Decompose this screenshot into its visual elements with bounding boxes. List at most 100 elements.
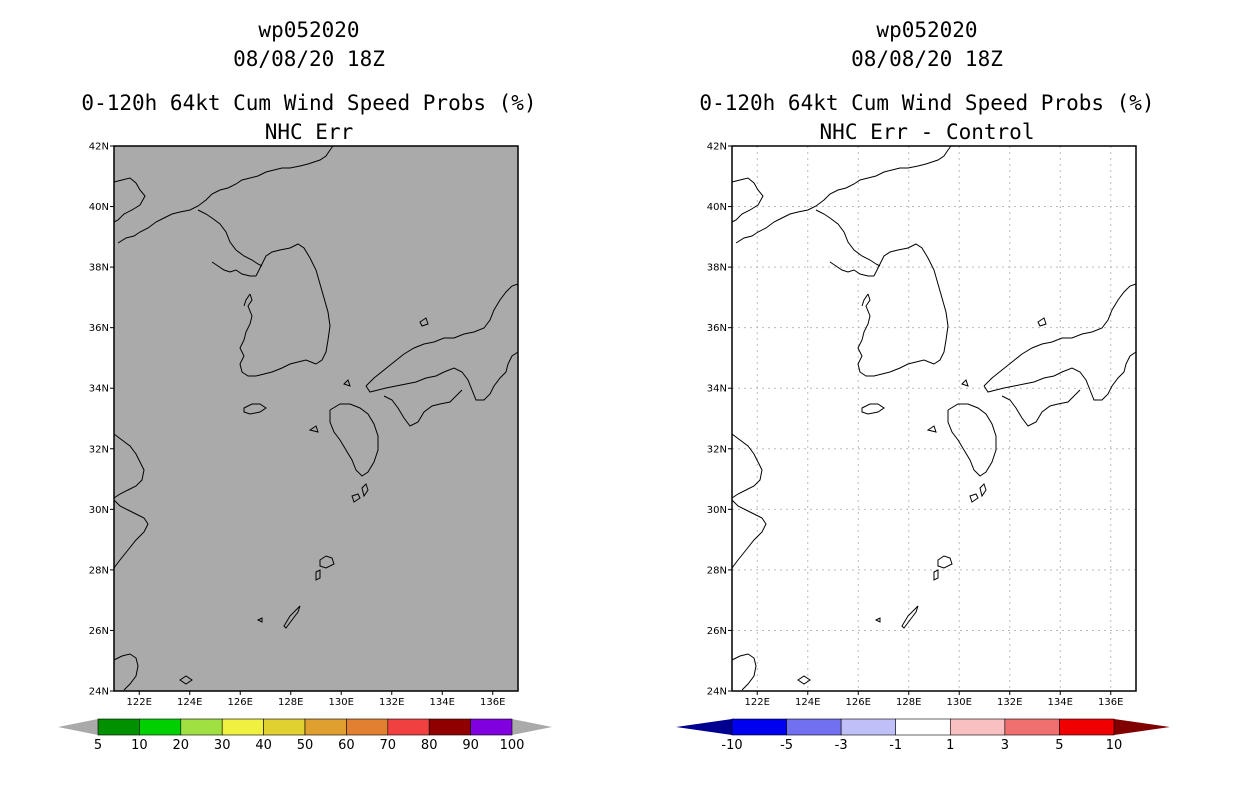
lon-label: 124E [177,697,202,708]
storm-id: wp052020 [258,18,360,42]
lat-label: 26N [89,626,109,637]
coastline [857,293,935,377]
lat-label: 30N [707,505,727,516]
colorbar: -10 -5 -3 -1 1 3 5 10 [676,718,1170,753]
map-and-colorbar-left: 42N 40N 38N 36N 34N 32N 30N 28N 26N 24N 122E 124E 12… [58,142,552,753]
colorbar-bin [840,718,897,736]
colorbar-label: 40 [255,738,272,753]
panel-nhc-err-control: wp052020 08/08/20 18Z 0-120h 64kt Cum Wi… [618,0,1236,800]
coastline [735,145,952,244]
map-background [114,146,518,691]
colorbar-bin [139,718,182,736]
coastline [283,605,301,629]
colorbar-bin [387,718,430,736]
colorbar-bin [949,718,1006,736]
coastline [343,379,351,387]
coastline [731,433,763,499]
colorbar-bin [180,718,223,736]
coastline [308,425,319,433]
map-border [731,145,1137,692]
colorbar-bin [1004,718,1060,736]
coastline [933,569,939,581]
product-title: 0-120h 64kt Cum Wind Speed Probs (%) [81,91,537,115]
lat-label: 28N [707,565,727,576]
coastline [961,379,969,387]
lon-label: 128E [278,697,303,708]
coastline [361,483,369,498]
colorbar-label: 10 [1106,738,1123,753]
colorbar-label: 60 [338,738,355,753]
map-frame: 42N 40N 38N 36N 34N 32N 30N 28N 26N 24N 122E 124E 12… [89,142,519,708]
colorbar-bin [470,718,513,736]
coastline [239,293,317,377]
forecast-time: 08/08/20 18Z [851,47,1003,71]
lat-label: 42N [707,142,727,153]
coastline [873,243,949,365]
coastline [983,283,1137,387]
coastline [179,675,193,685]
lat-label: 32N [89,444,109,455]
coastline [113,177,146,223]
coastline [243,403,267,415]
lat-label: 36N [707,323,727,334]
lon-label: 130E [947,697,972,708]
product-subtitle: NHC Err [264,120,354,144]
coastline [1001,389,1081,427]
colorbar-bin [221,718,264,736]
coastline [983,351,1137,401]
colorbar-label: -3 [835,738,848,753]
lon-label: 132E [379,697,404,708]
colorbar-label: 30 [214,738,231,753]
coastline [113,433,145,499]
product-subtitle: NHC Err - Control [819,120,1035,144]
colorbar-label: 10 [131,738,148,753]
lat-label: 24N [707,687,727,698]
storm-id: wp052020 [876,18,978,42]
lon-label: 122E [127,697,152,708]
coastline [829,261,874,277]
coastline [937,555,953,569]
coastline [315,569,321,581]
lat-label: 30N [89,505,109,516]
lat-label: 32N [707,444,727,455]
coastline [365,351,519,401]
colorbar-bin [304,718,347,736]
lon-label: 126E [228,697,253,708]
colorbar: 5 10 20 30 40 50 60 70 80 90 100 [58,718,552,753]
coastline [113,653,139,691]
forecast-time: 08/08/20 18Z [233,47,385,71]
coastline [861,293,869,307]
colorbar-label: 50 [297,738,314,753]
coastline [861,403,885,415]
colorbar-label: 5 [1055,738,1063,753]
map-and-colorbar-right: 42N 40N 38N 36N 34N 32N 30N 28N 26N 24N 122E 124E 12… [676,142,1170,753]
map-frame: 42N 40N 38N 36N 34N 32N 30N 28N 26N 24N 122E 124E 12… [707,142,1137,708]
coastline [1037,317,1047,327]
coastline [797,675,811,685]
colorbar-bin [786,718,842,736]
coastline [947,403,997,477]
coastline [365,283,519,387]
lat-label: 28N [89,565,109,576]
lat-label: 34N [89,384,109,395]
coastline [901,605,919,629]
colorbar-end-right [1114,719,1170,735]
coastlines [113,145,519,691]
coastline [351,493,361,503]
panel-nhc-err: wp052020 08/08/20 18Z 0-120h 64kt Cum Wi… [58,18,552,753]
colorbar-label: -1 [889,738,902,753]
colorbar-bin [263,718,306,736]
colorbar-bin [346,718,389,736]
coastline [731,499,767,569]
lat-label: 40N [707,202,727,213]
colorbar-end-left [676,719,732,735]
lon-label: 132E [997,697,1022,708]
coastline [113,499,149,569]
lon-label: 130E [329,697,354,708]
lat-label: 38N [89,263,109,274]
colorbar-end-left [58,719,98,735]
coastline [979,483,987,498]
product-title: 0-120h 64kt Cum Wind Speed Probs (%) [699,91,1155,115]
lon-label: 126E [846,697,871,708]
lat-label: 26N [707,626,727,637]
